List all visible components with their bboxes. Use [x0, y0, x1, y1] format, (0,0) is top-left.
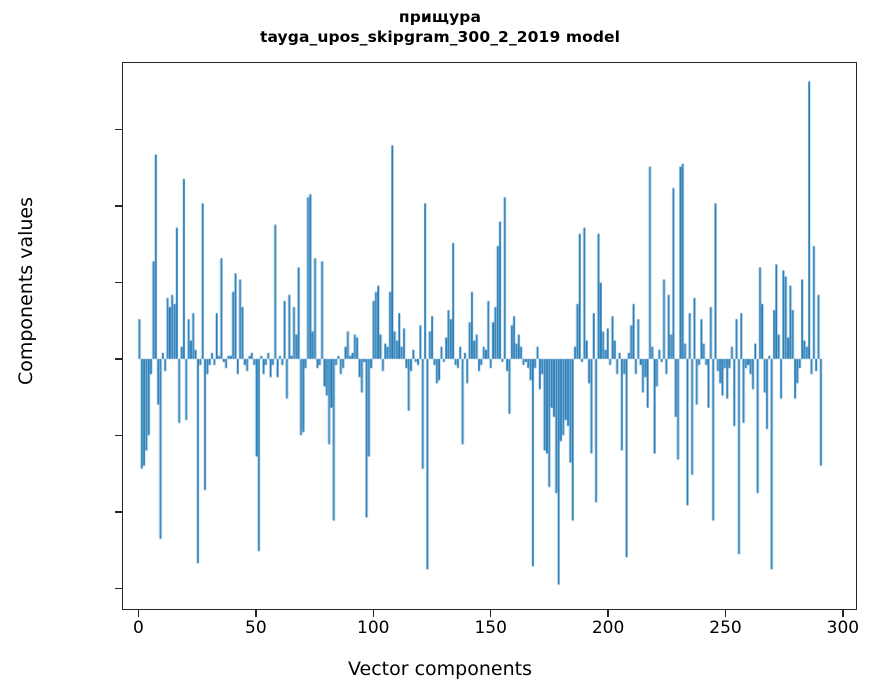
chart-title-line-2: tayga_upos_skipgram_300_2_2019 model	[259, 27, 621, 46]
x-axis-label: Vector components	[348, 658, 532, 680]
y-axis-tick-mark	[115, 511, 122, 513]
y-axis-tick-mark	[115, 128, 122, 131]
x-axis-tick-label: 300	[826, 618, 860, 638]
y-axis-tick-mark	[115, 587, 122, 590]
y-axis-tick-mark	[115, 205, 122, 207]
x-axis-tick-label: 0	[133, 618, 144, 638]
x-axis-tick-label: 50	[245, 618, 267, 638]
x-axis-tick-mark	[372, 610, 374, 617]
x-axis-tick-mark	[255, 610, 257, 617]
x-axis-tick-mark	[137, 610, 140, 617]
x-axis-tick-mark	[607, 610, 609, 617]
y-axis-tick-mark	[115, 434, 122, 437]
x-axis-tick-label: 250	[709, 618, 742, 638]
y-axis-tick-mark	[115, 281, 122, 284]
plot-area	[122, 62, 857, 610]
x-axis-tick-label: 200	[591, 618, 625, 638]
x-axis-tick-mark	[724, 610, 727, 617]
y-axis-tick-mark	[115, 358, 122, 360]
y-axis-label: Components values	[15, 196, 37, 386]
chart-title-line-1: прищура	[398, 8, 482, 26]
x-axis-tick-mark	[842, 610, 844, 617]
chart-title: прищура tayga_upos_skipgram_300_2_2019 m…	[0, 8, 880, 48]
x-axis-tick-label: 150	[474, 618, 507, 638]
x-axis-tick-label: 100	[357, 618, 390, 638]
x-axis-tick-mark	[489, 610, 492, 617]
bar-series-canvas	[123, 63, 856, 609]
